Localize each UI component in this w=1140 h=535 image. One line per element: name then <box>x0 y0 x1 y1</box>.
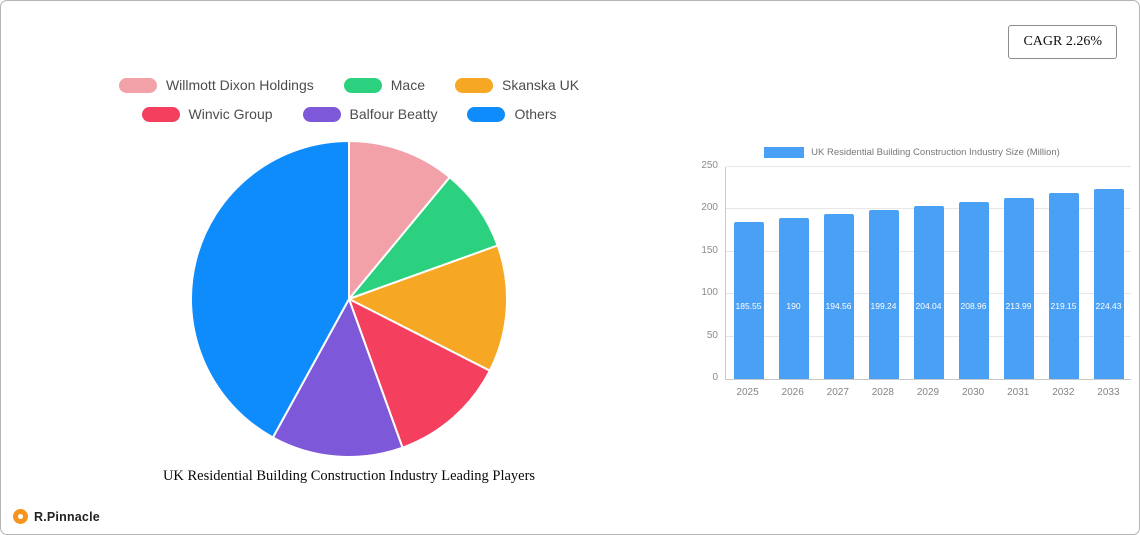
legend-swatch-willmott-dixon-holdings <box>118 77 157 93</box>
bar-plot-area: 185.55 190 194.56 199.24 204.04 208.96 213.99 2… <box>725 166 1131 380</box>
pie-legend-row: Willmott Dixon Holdings Mace Skanska UK <box>59 77 639 93</box>
bar-value-label: 199.24 <box>870 301 897 311</box>
legend-label: Mace <box>390 77 425 93</box>
cagr-badge: CAGR 2.26% <box>1008 25 1117 59</box>
bar-legend-label: UK Residential Building Construction Ind… <box>811 147 1060 158</box>
x-axis-label-2031: 2031 <box>1007 387 1030 398</box>
legend-swatch-skanska-uk <box>455 77 493 93</box>
pie-legend-row: Winvic Group Balfour Beatty Others <box>59 106 639 122</box>
bar-2033[interactable]: 224.43 <box>1093 188 1124 379</box>
pie-chart-title: UK Residential Building Construction Ind… <box>162 468 536 484</box>
x-axis-labels: 2025 2026 2027 2028 2029 2030 2031 2032 2033 <box>725 387 1131 398</box>
bar-value-label: 204.04 <box>915 301 942 311</box>
pie-legend-item-others[interactable]: Others <box>467 106 556 122</box>
bar-2026[interactable]: 190 <box>778 217 809 379</box>
pie-slice-balfour-beatty[interactable] <box>271 296 404 458</box>
pie-legend: Willmott Dixon Holdings Mace Skanska UK Win… <box>59 77 639 135</box>
bar-cell-2025: 185.55 <box>726 167 771 379</box>
y-tick-150: 150 <box>701 244 718 256</box>
bar-cell-2026: 190 <box>771 167 816 379</box>
bar-2027[interactable]: 194.56 <box>823 214 854 379</box>
bar-cell-2030: 208.96 <box>951 167 996 379</box>
bar-2031[interactable]: 213.99 <box>1003 197 1034 379</box>
bar-value-label: 224.43 <box>1095 301 1122 311</box>
legend-swatch-mace <box>343 77 382 93</box>
bar-legend-swatch <box>764 147 805 158</box>
pie-legend-item-mace[interactable]: Mace <box>343 77 425 93</box>
pie-legend-item-winvic-group[interactable]: Winvic Group <box>141 106 273 122</box>
x-axis-label-2025: 2025 <box>736 387 759 398</box>
bar-cell-2027: 194.56 <box>816 167 861 379</box>
x-axis-label-2029: 2029 <box>916 387 940 398</box>
y-axis-labels: 0 50 100 150 200 250 <box>693 161 725 383</box>
x-axis-label-2028: 2028 <box>871 387 894 398</box>
bar-value-label: 213.99 <box>1005 301 1032 311</box>
pie-chart <box>190 139 508 458</box>
bar-legend[interactable]: UK Residential Building Construction Ind… <box>693 147 1131 158</box>
x-axis-label-2030: 2030 <box>961 387 985 398</box>
bar-chart: UK Residential Building Construction Ind… <box>693 147 1131 398</box>
brand-logo: R.Pinnacle <box>13 509 100 524</box>
pie-slice-skanska-uk[interactable] <box>346 244 508 373</box>
bar-2028[interactable]: 199.24 <box>868 210 899 379</box>
x-axis-label-2026: 2026 <box>781 387 804 398</box>
pie-legend-item-skanska-uk[interactable]: Skanska UK <box>455 77 579 93</box>
y-tick-200: 200 <box>701 202 718 214</box>
legend-swatch-winvic-group <box>141 106 180 122</box>
y-tick-250: 250 <box>701 160 718 171</box>
bar-cell-2028: 199.24 <box>861 167 906 379</box>
legend-label: Willmott Dixon Holdings <box>165 77 314 93</box>
bars-row: 185.55 190 194.56 199.24 204.04 208.96 213.99 2… <box>726 167 1131 379</box>
brand-logo-icon <box>13 509 28 524</box>
brand-logo-text: R.Pinnacle <box>34 509 100 524</box>
x-axis-label-2027: 2027 <box>826 387 849 398</box>
pie-slice-winvic-group[interactable] <box>347 296 492 449</box>
bar-2030[interactable]: 208.96 <box>958 201 989 379</box>
legend-label: Others <box>514 106 557 122</box>
bar-value-label: 208.96 <box>960 301 987 311</box>
y-tick-0: 0 <box>712 372 718 383</box>
bar-value-label: 219.15 <box>1050 301 1077 311</box>
y-tick-100: 100 <box>701 287 718 299</box>
legend-label: Balfour Beatty <box>349 106 438 122</box>
gridline-250 <box>726 166 1131 167</box>
bar-cell-2029: 204.04 <box>906 167 951 379</box>
pie-slice-willmott-dixon-holdings[interactable] <box>348 139 452 302</box>
legend-swatch-balfour-beatty <box>302 106 341 122</box>
pie-slice-mace[interactable] <box>345 175 499 302</box>
bar-value-label: 185.55 <box>735 301 762 311</box>
legend-label: Winvic Group <box>188 106 273 122</box>
pie-legend-item-balfour-beatty[interactable]: Balfour Beatty <box>302 106 438 122</box>
bar-2025[interactable]: 185.55 <box>733 221 764 379</box>
pie-slice-others[interactable] <box>190 139 350 439</box>
x-axis-label-2032: 2032 <box>1052 387 1075 398</box>
bar-cell-2032: 219.15 <box>1041 167 1086 379</box>
bar-value-label: 190 <box>786 301 801 311</box>
bar-2032[interactable]: 219.15 <box>1048 193 1079 379</box>
y-tick-50: 50 <box>706 329 718 341</box>
x-axis-label-2033: 2033 <box>1097 387 1120 398</box>
bar-cell-2033: 224.43 <box>1086 167 1131 379</box>
legend-swatch-others <box>467 106 506 122</box>
bar-2029[interactable]: 204.04 <box>913 206 944 379</box>
pie-legend-item-willmott-dixon-holdings[interactable]: Willmott Dixon Holdings <box>118 77 314 93</box>
bar-plot: 0 50 100 150 200 250 185.55 190 194.56 199.24 204… <box>693 161 1131 398</box>
legend-label: Skanska UK <box>502 77 580 93</box>
bar-cell-2031: 213.99 <box>996 167 1041 379</box>
bar-value-label: 194.56 <box>825 301 852 311</box>
